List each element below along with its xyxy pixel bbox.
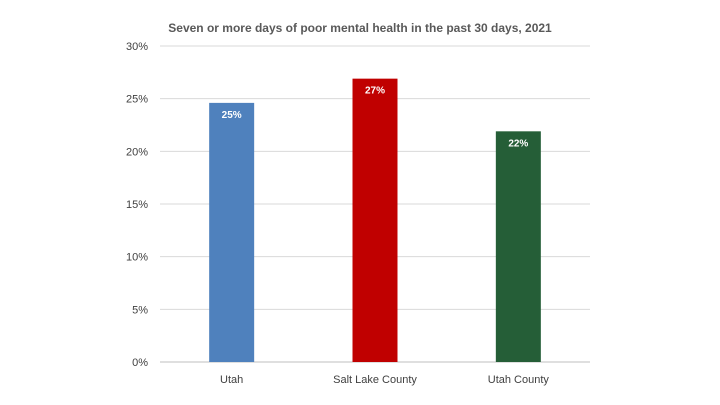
data-labels: 25% 27% 22% <box>222 86 529 150</box>
y-tick-label: 15% <box>126 199 148 211</box>
bars <box>209 78 541 363</box>
bar-utah <box>209 102 255 362</box>
bar-salt-lake-county <box>352 78 398 363</box>
y-tick-label: 25% <box>126 94 148 106</box>
x-category-label: Salt Lake County <box>333 374 417 386</box>
x-category-label: Utah <box>220 374 243 386</box>
x-category-label: Utah County <box>488 374 550 386</box>
data-label: 25% <box>222 110 242 121</box>
data-label: 27% <box>365 86 385 97</box>
data-label: 22% <box>508 138 528 149</box>
y-axis-ticks: 0% 5% 10% 15% 20% 25% 30% <box>126 41 148 369</box>
chart-title: Seven or more days of poor mental health… <box>168 21 552 35</box>
y-tick-label: 5% <box>132 304 148 316</box>
y-tick-label: 10% <box>126 252 148 264</box>
bar-utah-county <box>495 131 541 362</box>
y-tick-label: 0% <box>132 357 148 369</box>
y-tick-label: 30% <box>126 41 148 53</box>
x-axis-categories: Utah Salt Lake County Utah County <box>220 374 549 386</box>
y-tick-label: 20% <box>126 146 148 158</box>
